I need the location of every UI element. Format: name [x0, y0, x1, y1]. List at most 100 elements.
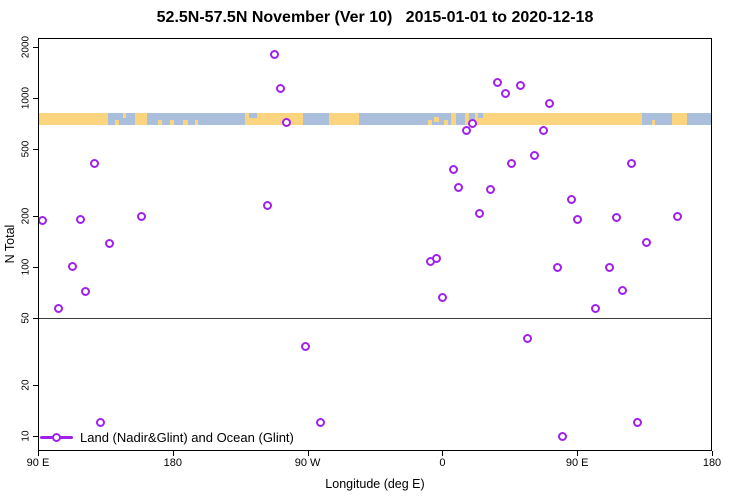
- data-point: [454, 182, 464, 192]
- y-tick-label: 2000: [20, 36, 32, 59]
- land-ocean-strip-segment-land: [475, 113, 642, 125]
- data-point: [282, 117, 292, 127]
- data-point: [270, 49, 280, 59]
- land-ocean-strip-segment-land: [328, 113, 359, 125]
- data-point: [54, 303, 64, 313]
- x-tick-mark: [712, 451, 713, 456]
- x-tick-label: 90 E: [26, 457, 50, 469]
- land-ocean-strip-segment-land: [38, 113, 108, 125]
- data-point: [590, 303, 600, 313]
- y-tick-label: 50: [20, 312, 32, 324]
- land-ocean-strip-segment-ocean: [641, 113, 672, 125]
- legend-marker-circle-icon: [52, 432, 61, 442]
- land-ocean-strip-speck-land: [443, 120, 449, 125]
- legend-label: Land (Nadir&Glint) and Ocean (Glint): [80, 430, 294, 445]
- y-tick-label: 500: [20, 140, 32, 158]
- land-ocean-strip-speck-land: [115, 120, 119, 125]
- y-axis-label: N Total: [3, 224, 17, 264]
- y-tick-mark: [33, 385, 38, 387]
- data-point: [641, 238, 651, 248]
- land-ocean-strip-segment-land: [451, 113, 456, 125]
- land-ocean-strip-speck-land: [428, 120, 432, 125]
- data-point: [89, 158, 99, 168]
- data-point: [553, 262, 563, 272]
- y-tick-label: 100: [20, 258, 32, 276]
- data-point: [515, 80, 525, 90]
- data-point: [485, 185, 495, 195]
- data-point: [137, 211, 147, 221]
- plot-frame: [38, 38, 712, 451]
- data-point: [632, 418, 642, 428]
- data-point: [523, 333, 533, 343]
- x-tick-label: 180: [702, 457, 722, 469]
- land-ocean-strip-speck-land: [157, 120, 163, 125]
- x-tick-label: 180: [163, 457, 182, 469]
- land-ocean-strip-speck-land: [652, 120, 656, 125]
- data-point: [462, 126, 472, 136]
- land-ocean-strip-speck-ocean: [249, 113, 257, 118]
- y-tick-label: 1000: [20, 86, 32, 110]
- data-point: [672, 212, 682, 222]
- data-point: [301, 341, 311, 351]
- land-ocean-strip-segment-ocean: [107, 113, 136, 125]
- data-point: [468, 118, 478, 128]
- land-ocean-strip-speck-land: [183, 120, 188, 125]
- data-point: [316, 418, 326, 428]
- y-tick-label: 20: [20, 379, 32, 391]
- land-ocean-strip-segment-land: [671, 113, 687, 125]
- data-point: [37, 215, 47, 225]
- data-point: [530, 151, 539, 161]
- data-point: [95, 418, 105, 428]
- x-tick-label: 90 E: [565, 457, 589, 469]
- data-point: [618, 285, 628, 295]
- y-tick-mark: [33, 98, 38, 99]
- data-point: [437, 292, 447, 302]
- reference-line-n50: [38, 317, 712, 320]
- y-tick-mark: [33, 267, 38, 268]
- y-tick-mark: [33, 317, 38, 319]
- data-point: [431, 254, 441, 264]
- data-point: [276, 84, 286, 94]
- x-tick-mark: [38, 451, 39, 456]
- y-tick-label: 200: [20, 207, 32, 225]
- data-point: [611, 213, 621, 223]
- data-point: [567, 195, 576, 205]
- x-axis-label: Longitude (deg E): [325, 477, 425, 491]
- y-tick-mark: [33, 436, 38, 437]
- data-point: [475, 209, 485, 219]
- x-tick-mark: [577, 451, 579, 456]
- y-tick-mark: [33, 47, 38, 49]
- data-point: [263, 201, 273, 211]
- data-point: [507, 159, 517, 169]
- x-tick-mark: [307, 451, 309, 456]
- data-point: [449, 165, 459, 175]
- data-point: [81, 286, 91, 296]
- y-tick-label: 10: [20, 430, 32, 442]
- land-ocean-strip-speck-land: [434, 116, 440, 122]
- land-ocean-strip-segment-land: [464, 113, 470, 125]
- x-tick-label: 90 W: [294, 457, 321, 469]
- land-ocean-strip-speck-land: [123, 113, 127, 118]
- land-ocean-strip-speck-ocean: [478, 113, 483, 118]
- data-point: [544, 98, 554, 108]
- data-point: [68, 261, 78, 271]
- x-tick-label: 0: [439, 457, 446, 469]
- data-point: [104, 238, 114, 248]
- data-point: [76, 214, 86, 224]
- data-point: [604, 262, 614, 272]
- land-ocean-strip-speck-land: [195, 120, 199, 125]
- y-tick-mark: [33, 148, 38, 150]
- land-ocean-strip-speck-land: [169, 120, 175, 125]
- chart-title: 52.5N-57.5N November (Ver 10) 2015-01-01…: [156, 9, 594, 26]
- x-tick-mark: [172, 451, 174, 456]
- land-ocean-strip-segment-ocean: [303, 113, 329, 125]
- data-point: [538, 126, 548, 136]
- x-tick-mark: [442, 451, 444, 456]
- data-point: [572, 215, 582, 225]
- land-ocean-strip-segment-ocean: [686, 113, 712, 125]
- y-tick-mark: [33, 216, 38, 218]
- data-point: [626, 158, 636, 168]
- land-ocean-strip-segment-land: [135, 113, 148, 125]
- data-point: [500, 89, 510, 99]
